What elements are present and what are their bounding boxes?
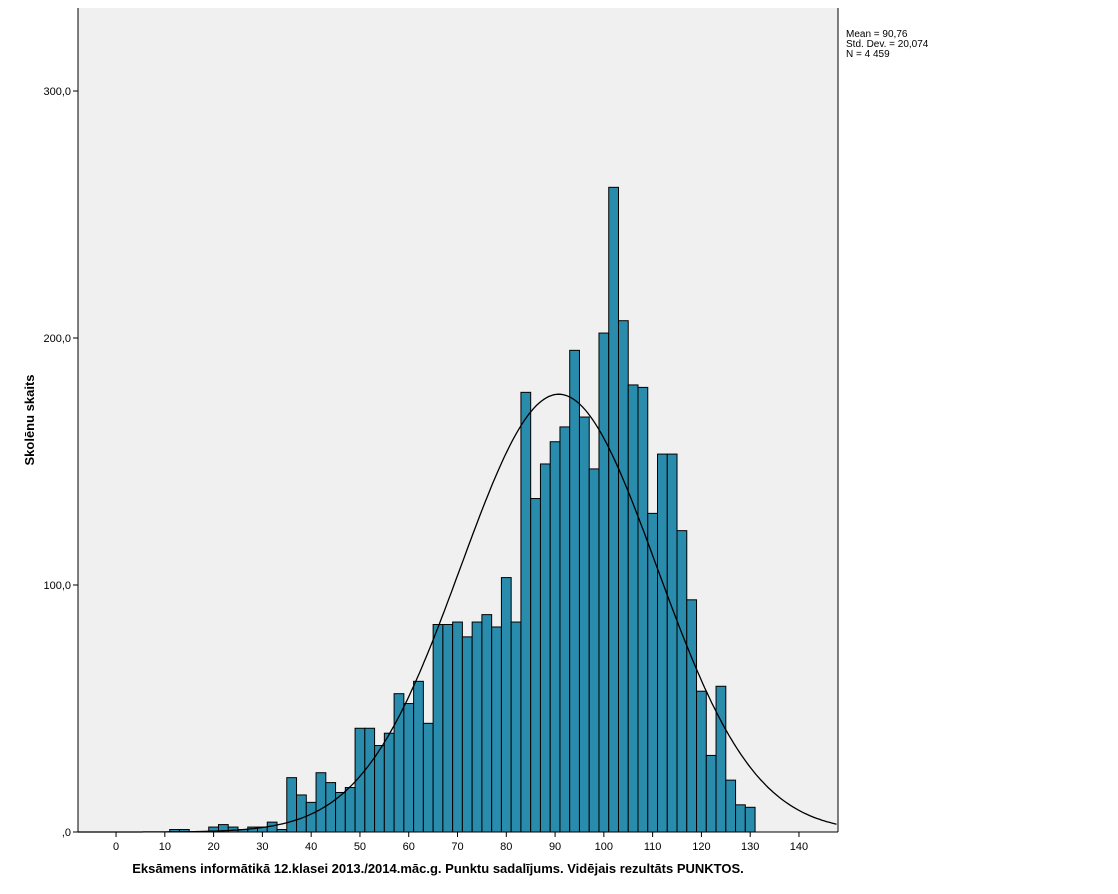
histogram-bar: [471, 621, 483, 833]
x-tick-label: 140: [790, 841, 808, 853]
histogram-bar: [608, 186, 619, 833]
histogram-bar: [500, 577, 512, 833]
histogram-bar: [383, 732, 395, 833]
x-tick-label: 100: [595, 841, 613, 853]
histogram-bar: [559, 426, 571, 833]
histogram-bar: [325, 782, 337, 833]
histogram-bar: [578, 416, 590, 833]
x-axis-title: Eksāmens informātikā 12.klasei 2013./201…: [132, 861, 744, 876]
stat-sd: Std. Dev. = 20,074: [846, 39, 929, 50]
histogram-bar: [666, 453, 678, 833]
x-tick-label: 90: [549, 841, 561, 853]
histogram-bar: [520, 391, 532, 833]
histogram-bar: [735, 804, 746, 833]
x-tick-label: 120: [692, 841, 710, 853]
y-tick-label: 100,0: [43, 580, 71, 592]
x-tick-label: 50: [354, 841, 366, 853]
histogram-bar: [374, 745, 385, 833]
histogram-bar: [744, 806, 756, 833]
x-tick-label: 40: [305, 841, 317, 853]
stat-n: N = 4 459: [846, 49, 890, 60]
y-tick-label: 300,0: [43, 86, 71, 98]
stat-mean: Mean = 90,76: [846, 29, 908, 40]
histogram-bar: [627, 384, 639, 833]
y-axis-title: Skolēnu skaits: [22, 374, 37, 465]
histogram-bar: [676, 530, 688, 833]
histogram-bar: [481, 614, 493, 833]
histogram-bar: [588, 468, 600, 833]
histogram-bar: [657, 453, 668, 833]
histogram-bar: [422, 722, 434, 833]
x-tick-label: 10: [159, 841, 171, 853]
histogram-bar: [549, 441, 561, 833]
x-tick-label: 130: [741, 841, 759, 853]
x-tick-label: 80: [500, 841, 512, 853]
x-tick-label: 70: [451, 841, 463, 853]
histogram-bar: [403, 703, 415, 833]
histogram-bar: [452, 621, 463, 833]
histogram-bar: [715, 685, 727, 833]
histogram-bar: [686, 599, 698, 833]
histogram-bar: [617, 320, 629, 833]
histogram-bar: [637, 386, 649, 833]
histogram-bar: [598, 332, 610, 833]
histogram-bar: [413, 680, 424, 833]
histogram-bar: [530, 498, 541, 833]
histogram-bar: [647, 512, 659, 833]
y-tick-label: ,0: [62, 827, 71, 839]
stats-legend: Mean = 90,76 Std. Dev. = 20,074 N = 4 45…: [846, 30, 928, 60]
histogram-bar: [705, 754, 717, 833]
x-tick-label: 30: [256, 841, 268, 853]
x-tick-label: 110: [644, 841, 662, 853]
histogram-bar: [569, 349, 580, 833]
histogram-bar: [393, 693, 405, 833]
x-tick-label: 60: [403, 841, 415, 853]
histogram-bar: [510, 621, 522, 833]
y-tick-label: 200,0: [43, 333, 71, 345]
x-tick-label: 20: [207, 841, 219, 853]
histogram-bar: [286, 777, 298, 833]
histogram-bar: [364, 727, 376, 833]
histogram-bar: [305, 801, 317, 833]
histogram-bar: [432, 624, 444, 833]
histogram-bar: [461, 636, 473, 833]
normal-curve: [78, 393, 837, 833]
histogram-bar: [539, 463, 551, 833]
histogram-bar: [696, 690, 707, 833]
histogram-bar: [725, 779, 737, 833]
histogram-bar: [315, 772, 327, 833]
histogram-bar: [296, 794, 307, 833]
histogram-bar: [491, 626, 502, 833]
histogram-bar: [344, 787, 356, 833]
x-tick-label: 0: [113, 841, 119, 853]
histogram-bar: [442, 624, 454, 833]
